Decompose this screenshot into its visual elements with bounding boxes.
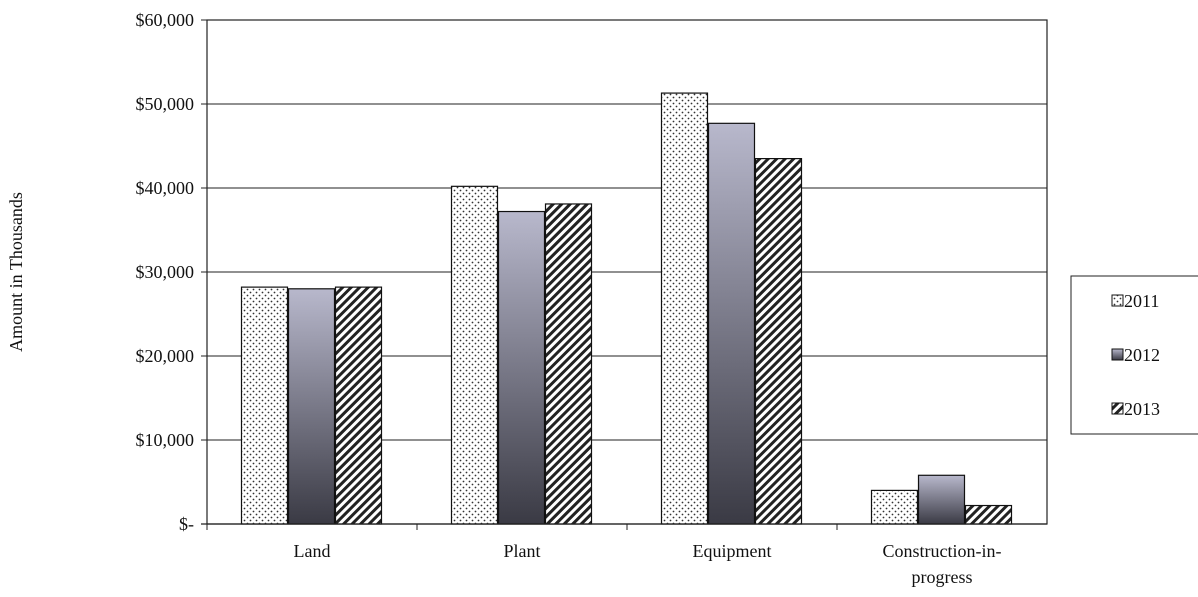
x-tick-label: Land (294, 541, 331, 561)
legend-label-2011: 2011 (1124, 291, 1159, 311)
legend-swatch-2013 (1111, 402, 1124, 415)
bar-2012-plant (497, 210, 546, 525)
legend-box (1070, 275, 1198, 435)
legend: 2011 2012 2013 (1070, 275, 1198, 435)
bar-2012-equipment (707, 122, 756, 525)
legend-label-2012: 2012 (1124, 345, 1160, 365)
y-tick-label: $50,000 (136, 94, 195, 114)
legend-swatch-2011 (1111, 294, 1124, 307)
bar-2011-equipment (660, 92, 709, 525)
x-tick-label: Plant (503, 541, 540, 561)
x-tick-label: progress (912, 567, 973, 587)
y-tick-label: $40,000 (136, 178, 195, 198)
bar-2011-plant (450, 185, 499, 525)
y-axis-title: Amount in Thousands (6, 192, 26, 352)
bar-2013-plant (544, 203, 593, 525)
legend-swatch-2012 (1111, 348, 1124, 361)
y-tick-label: $60,000 (136, 10, 195, 30)
bars-layer (240, 92, 1013, 525)
bar-2013-construction-in-progress (964, 504, 1013, 525)
y-tick-label: $10,000 (136, 430, 195, 450)
y-tick-label: $- (179, 514, 194, 534)
y-tick-label: $20,000 (136, 346, 195, 366)
bar-2011-land (240, 286, 289, 525)
bar-2012-construction-in-progress (917, 474, 966, 525)
x-tick-label: Equipment (693, 541, 772, 561)
bar-2012-land (287, 288, 336, 525)
bar-2013-equipment (754, 158, 803, 525)
y-tick-label: $30,000 (136, 262, 195, 282)
bar-2013-land (334, 286, 383, 525)
legend-label-2013: 2013 (1124, 399, 1160, 419)
x-tick-label: Construction-in- (883, 541, 1002, 561)
bar-2011-construction-in-progress (870, 489, 919, 525)
axes-layer: $- $10,000 $20,000 $30,000 $40,000 $50,000 $60… (136, 10, 1047, 587)
